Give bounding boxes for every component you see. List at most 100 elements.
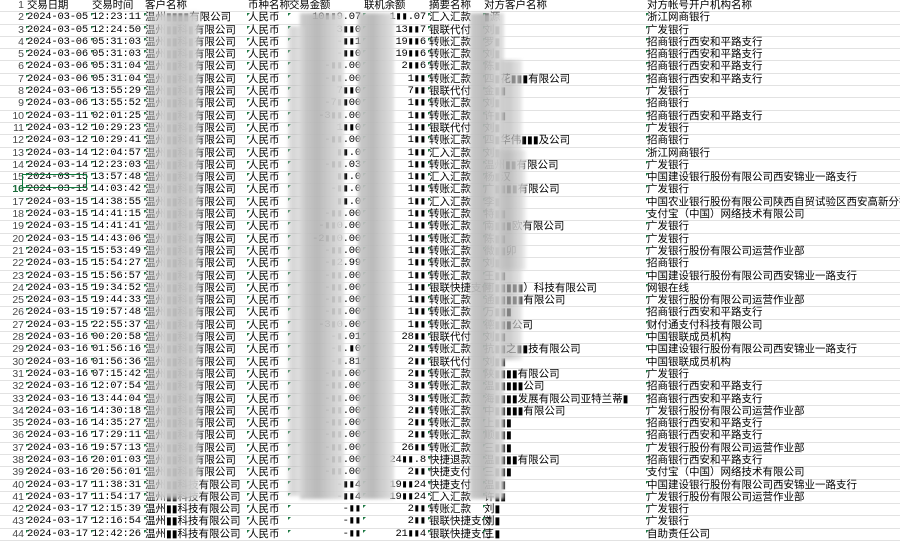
cell-time[interactable]: 15:56:57 — [90, 270, 143, 283]
cell-customer[interactable]: 温州▮▮科▮有限公司 — [143, 36, 246, 50]
cell-time[interactable]: 02:01:25 — [90, 110, 143, 123]
cell-time[interactable]: 14:43:06 — [90, 233, 143, 246]
cell-customer[interactable]: 温州▮▮科▮有限公司 — [143, 257, 246, 271]
cell-amount[interactable]: -▮▮.00 — [287, 270, 362, 283]
cell-counterparty[interactable]: 南▮▮▮欧有限公司 — [482, 221, 645, 234]
table-row[interactable]: 40 2024-03-17 11:38:31 温州▮▮科技有限公司 人民币 -▮▮4 19▮… — [0, 479, 900, 492]
cell-time[interactable]: 22:55:37 — [90, 319, 143, 333]
cell-customer[interactable]: 温州▮▮科▮有限公司 — [143, 245, 246, 259]
cell-amount[interactable]: -▮▮1 — [287, 36, 362, 50]
cell-counterparty[interactable]: 许▮▮ — [482, 491, 645, 505]
cell-time[interactable]: 14:30:18 — [90, 405, 143, 419]
cell-date[interactable]: 2024-03-06 — [25, 35, 90, 50]
cell-amount[interactable]: -▮▮.00 — [287, 454, 362, 468]
cell-customer[interactable]: 温州▮▮科▮有限公司 — [143, 208, 246, 222]
cell-time[interactable]: 12:24:50 — [90, 24, 143, 37]
row-number[interactable]: 9 — [0, 98, 25, 111]
cell-summary[interactable]: 银联代付 — [427, 356, 482, 369]
cell-counterbank[interactable]: 中国银联成员机构 — [645, 356, 900, 369]
cell-summary[interactable]: 转账汇款 — [427, 503, 482, 517]
cell-date[interactable]: 2024-03-17 — [25, 527, 90, 541]
cell-balance[interactable]: 2▮▮ — [362, 503, 427, 517]
cell-counterparty[interactable]: 陈▮ — [482, 61, 645, 74]
cell-counterbank[interactable]: 中国建设银行股份有限公司西安锦业一路支行 — [645, 270, 900, 283]
cell-date[interactable]: 2024-03-16 — [25, 392, 90, 406]
cell-customer[interactable]: 温州▮▮科▮有限公司 — [143, 98, 246, 111]
cell-counterbank[interactable]: 广发银行股份有限公司运营作业部 — [645, 491, 900, 505]
cell-time[interactable]: 05:31:04 — [90, 73, 143, 87]
cell-amount[interactable]: 3▮▮0 — [287, 24, 362, 37]
row-number[interactable]: 20 — [0, 233, 25, 246]
cell-currency[interactable]: 人民币 — [246, 503, 287, 517]
cell-currency[interactable]: 人民币 — [246, 516, 287, 529]
table-row[interactable]: 44 2024-03-17 12:42:26 温州▮▮科技有限公司 人民币 -▮▮ 21▮▮… — [0, 527, 900, 541]
row-number[interactable]: 17 — [0, 196, 25, 210]
cell-balance[interactable]: 1▮▮ — [362, 122, 427, 136]
row-number[interactable]: 22 — [0, 257, 25, 271]
cell-time[interactable]: 14:35:27 — [90, 417, 143, 431]
cell-amount[interactable]: -2▮▮0.00 — [287, 233, 362, 246]
cell-currency[interactable]: 人民币 — [246, 417, 287, 431]
cell-customer[interactable]: 温州▮▮科▮有限公司 — [143, 184, 246, 197]
cell-amount[interactable]: -▮▮.00 — [287, 417, 362, 431]
cell-counterparty[interactable]: 金▮▮ — [482, 85, 645, 99]
table-row[interactable]: 28 2024-03-16 00:20:58 温州▮▮科▮有限公司 人民币 -▮.01 28… — [0, 331, 900, 345]
row-number[interactable]: 31 — [0, 368, 25, 382]
cell-counterbank[interactable]: 招商银行西安和平路支行 — [645, 36, 900, 50]
cell-date[interactable]: 2024-03-15 — [25, 208, 90, 222]
column-header-time[interactable]: 交易时间 — [90, 0, 143, 13]
cell-time[interactable]: 05:31:03 — [90, 48, 143, 62]
cell-summary[interactable]: 转账汇款 — [427, 221, 482, 234]
table-row[interactable]: 12 2024-03-12 10:29:41 温州▮▮科▮有限公司 人民币 -▮▮.00 1… — [0, 134, 900, 148]
table-row[interactable]: 43 2024-03-17 12:16:54 温州▮▮科技有限公司 人民币 -▮▮ 2▮▮ 银… — [0, 515, 900, 529]
cell-currency[interactable]: 人民币 — [246, 368, 287, 382]
cell-currency[interactable]: 人民币 — [246, 282, 287, 296]
cell-summary[interactable]: 转账汇款 — [427, 36, 482, 50]
cell-customer[interactable]: 温州▮▮科▮有限公司 — [143, 147, 246, 160]
row-number[interactable]: 11 — [0, 122, 25, 136]
cell-customer[interactable]: 温州▮▮科▮有限公司 — [143, 61, 246, 74]
cell-counterparty[interactable]: 温州▮▮有限公司 — [482, 159, 645, 173]
cell-customer[interactable]: 温州▮▮科▮有限公司 — [143, 73, 246, 87]
cell-date[interactable]: 2024-03-14 — [25, 146, 90, 160]
cell-summary[interactable]: 银联代付 — [427, 85, 482, 99]
cell-amount[interactable]: -7▮▮00 — [287, 98, 362, 111]
cell-currency[interactable]: 人民币 — [246, 245, 287, 259]
cell-time[interactable]: 14:41:41 — [90, 221, 143, 234]
table-row[interactable]: 23 2024-03-15 15:56:57 温州▮▮科▮有限公司 人民币 -▮▮.00 1… — [0, 270, 900, 283]
cell-counterbank[interactable]: 网银在线 — [645, 282, 900, 296]
cell-counterbank[interactable]: 广发银行 — [645, 233, 900, 246]
cell-counterparty[interactable]: 刘▮▮ — [482, 356, 645, 369]
cell-customer[interactable]: 温州▮▮科▮有限公司 — [143, 110, 246, 123]
cell-amount[interactable]: -▮▮.00 — [287, 380, 362, 394]
cell-counterbank[interactable]: 广发银行股份有限公司运营作业部 — [645, 245, 900, 259]
column-header-counterbank[interactable]: 对方帐号开户机构名称 — [645, 0, 900, 13]
cell-summary[interactable]: 转账汇款 — [427, 430, 482, 443]
cell-time[interactable]: 12:07:54 — [90, 380, 143, 394]
cell-amount[interactable]: -▮▮ — [287, 516, 362, 529]
cell-currency[interactable]: 人民币 — [246, 85, 287, 99]
cell-balance[interactable]: 2▮▮ — [362, 430, 427, 443]
row-number[interactable]: 15 — [0, 171, 25, 185]
cell-counterbank[interactable]: 广发银行 — [645, 221, 900, 234]
cell-time[interactable]: 14:03:42 — [90, 184, 143, 197]
table-row[interactable]: 14 2024-03-14 12:23:03 温州▮▮科▮有限公司 人民币 -▮▮.03 1… — [0, 159, 900, 173]
cell-summary[interactable]: 快捷支付 — [427, 466, 482, 480]
cell-counterparty[interactable]: 温▮▮▮▮▮公司 — [482, 380, 645, 394]
cell-currency[interactable]: 人民币 — [246, 294, 287, 308]
table-row[interactable]: 6 2024-03-06 05:31:04 温州▮▮科▮有限公司 人民币 -▮▮.00 2▮… — [0, 61, 900, 74]
cell-summary[interactable]: 转账汇款 — [427, 270, 482, 283]
row-number[interactable]: 19 — [0, 221, 25, 234]
cell-time[interactable]: 19:44:33 — [90, 294, 143, 308]
cell-balance[interactable]: 1▮▮ — [362, 270, 427, 283]
row-number[interactable]: 13 — [0, 147, 25, 160]
cell-amount[interactable]: 10▮▮9.07 — [287, 12, 362, 25]
table-row[interactable]: 30 2024-03-16 01:56:36 温州▮▮科▮有限公司 人民币 -▮.81 2▮… — [0, 356, 900, 369]
cell-currency[interactable]: 人民币 — [246, 319, 287, 333]
cell-date[interactable]: 2024-03-15 — [25, 183, 90, 197]
column-header-customer[interactable]: 客户名称 — [143, 0, 246, 13]
cell-counterbank[interactable]: 广发银行 — [645, 368, 900, 382]
cell-date[interactable]: 2024-03-17 — [25, 515, 90, 529]
column-header-currency[interactable]: 币种名称 — [246, 0, 290, 13]
cell-counterparty[interactable]: 刘▮▮ — [482, 331, 645, 345]
